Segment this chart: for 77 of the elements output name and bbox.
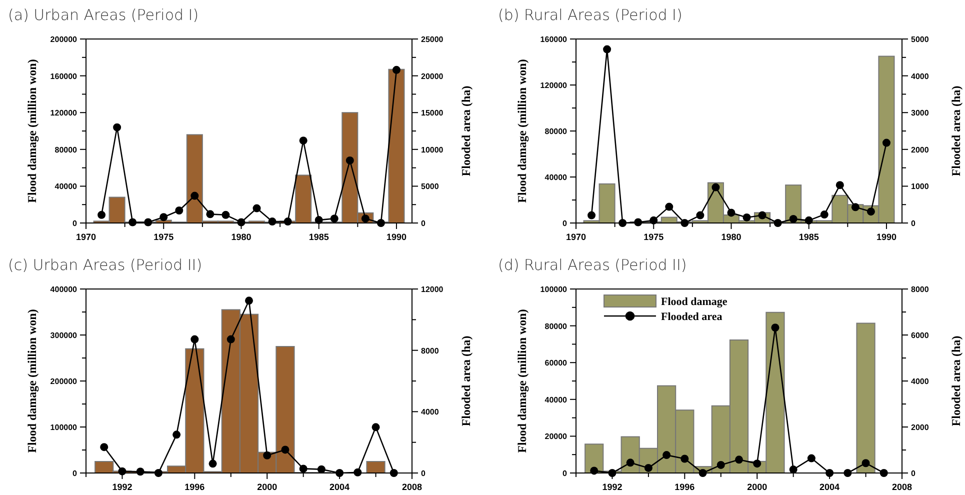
y-tick-label: 0 — [562, 219, 568, 228]
y-axis-title: Flood damage (million won) — [515, 309, 529, 453]
y-tick-label: 40000 — [544, 173, 568, 182]
y2-tick-label: 4000 — [911, 72, 930, 81]
x-tick-label: 1985 — [798, 232, 819, 242]
y2-tick-label: 2000 — [911, 423, 930, 432]
x-tick-label: 1992 — [112, 482, 132, 492]
x-tick-label: 2004 — [330, 482, 350, 492]
y2-tick-label: 0 — [911, 469, 916, 478]
y-tick-label: 100000 — [50, 423, 78, 432]
x-tick-label: 2008 — [402, 482, 422, 492]
y2-tick-label: 5000 — [911, 35, 930, 44]
y-tick-label: 80000 — [54, 145, 78, 154]
y2-tick-label: 8000 — [911, 285, 930, 294]
y-tick-label: 80000 — [544, 322, 568, 331]
chart-title: (d) Rural Areas (Period II) — [498, 256, 687, 274]
y-tick-label: 80000 — [544, 127, 568, 136]
x-tick-label: 1970 — [566, 232, 586, 242]
y-tick-label: 40000 — [544, 395, 568, 404]
legend-label: Flood damage — [661, 296, 728, 308]
x-tick-label: 2000 — [747, 482, 768, 492]
y-axis-title: Flood damage (million won) — [515, 59, 529, 203]
y2-tick-label: 0 — [421, 469, 426, 478]
y-tick-label: 100000 — [540, 285, 568, 294]
x-tick-label: 1990 — [386, 232, 406, 242]
x-tick-label: 1985 — [308, 232, 329, 242]
y-tick-label: 160000 — [540, 35, 568, 44]
y-tick-label: 120000 — [540, 81, 568, 90]
x-tick-label: 2000 — [257, 482, 278, 492]
y2-tick-label: 0 — [421, 219, 426, 228]
y-tick-label: 0 — [72, 219, 78, 228]
y-axis-title: Flood damage (million won) — [25, 59, 39, 203]
y2-axis-title: Flooded area (ha) — [459, 336, 473, 426]
y2-tick-label: 20000 — [421, 72, 444, 81]
y2-tick-label: 4000 — [421, 408, 440, 417]
y-tick-label: 0 — [562, 469, 568, 478]
x-tick-label: 1992 — [602, 482, 622, 492]
y-tick-label: 0 — [72, 469, 78, 478]
y-tick-label: 120000 — [50, 108, 78, 118]
x-tick-label: 1990 — [876, 232, 896, 242]
y2-tick-label: 25000 — [421, 35, 444, 44]
x-tick-label: 1996 — [674, 482, 695, 492]
y-tick-label: 60000 — [544, 358, 568, 368]
y2-tick-label: 4000 — [911, 377, 930, 386]
y2-tick-label: 15000 — [421, 108, 444, 118]
x-tick-label: 1970 — [76, 232, 96, 242]
y-tick-label: 200000 — [50, 377, 78, 386]
x-tick-label: 2008 — [892, 482, 912, 492]
y-axis-title: Flood damage (million won) — [25, 309, 39, 453]
y2-tick-label: 6000 — [911, 331, 930, 340]
y-tick-label: 20000 — [544, 432, 568, 442]
y-tick-label: 160000 — [50, 72, 78, 81]
x-tick-label: 1975 — [644, 232, 664, 242]
y-tick-label: 40000 — [54, 182, 78, 192]
y2-tick-label: 2000 — [911, 145, 930, 154]
y-tick-label: 300000 — [50, 331, 78, 340]
y2-axis-title: Flooded area (ha) — [949, 336, 963, 426]
chart-title: (a) Urban Areas (Period I) — [8, 6, 199, 24]
y2-tick-label: 5000 — [421, 182, 440, 192]
x-tick-label: 2004 — [820, 482, 840, 492]
chart-title: (b) Rural Areas (Period I) — [498, 6, 682, 24]
x-tick-label: 1975 — [154, 232, 174, 242]
y2-tick-label: 10000 — [421, 145, 444, 154]
y2-axis-title: Flooded area (ha) — [949, 86, 963, 176]
chart-title: (c) Urban Areas (Period II) — [8, 256, 202, 274]
y2-tick-label: 3000 — [911, 108, 930, 118]
y-tick-label: 200000 — [50, 35, 78, 44]
legend-label: Flooded area — [661, 311, 723, 323]
x-tick-label: 1996 — [184, 482, 205, 492]
y2-tick-label: 1000 — [911, 182, 930, 192]
y-tick-label: 400000 — [50, 285, 78, 294]
y2-tick-label: 8000 — [421, 346, 440, 356]
y2-tick-label: 12000 — [421, 285, 444, 294]
x-tick-label: 1980 — [231, 232, 252, 242]
x-tick-label: 1980 — [721, 232, 742, 242]
y2-axis-title: Flooded area (ha) — [459, 86, 473, 176]
y2-tick-label: 0 — [911, 219, 916, 228]
